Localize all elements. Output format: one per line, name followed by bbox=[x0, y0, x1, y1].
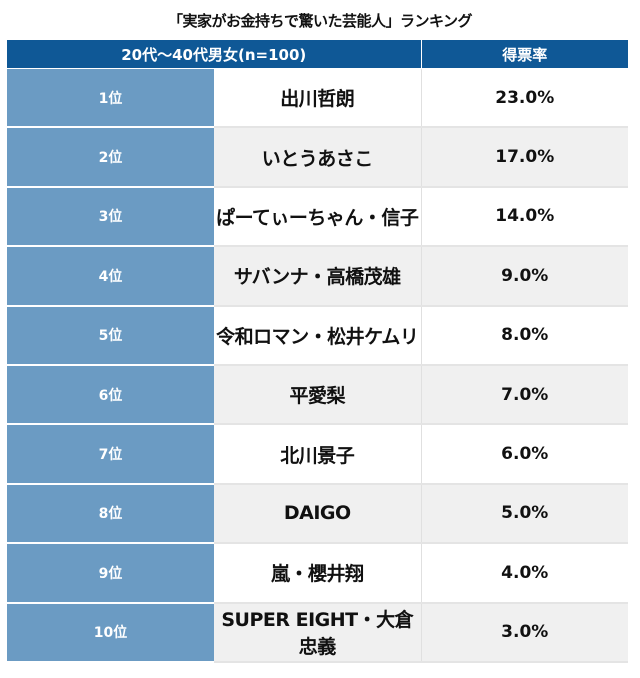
name-cell: DAIGO bbox=[214, 483, 421, 545]
name-cell: 平愛梨 bbox=[214, 364, 421, 426]
ranking-table: 20代～40代男女(n=100) 得票率 1位 出川哲朗 23.0% 2位 いとうあさこ… bbox=[7, 40, 628, 663]
name-cell: 令和ロマン・松井ケムリ bbox=[214, 305, 421, 366]
vote-rate-cell: 6.0% bbox=[420, 424, 628, 485]
table-header: 20代～40代男女(n=100) 得票率 bbox=[7, 40, 628, 69]
vote-rate-cell: 3.0% bbox=[420, 602, 628, 663]
vote-rate-cell: 5.0% bbox=[420, 483, 628, 545]
name-cell: 北川景子 bbox=[214, 424, 421, 485]
table-row: 2位 いとうあさこ 17.0% bbox=[7, 127, 628, 188]
name-cell: いとうあさこ bbox=[214, 127, 421, 188]
rank-cell: 8位 bbox=[7, 483, 214, 545]
table-row: 1位 出川哲朗 23.0% bbox=[7, 68, 628, 129]
table-row: 10位 SUPER EIGHT・大倉忠義 3.0% bbox=[7, 602, 628, 663]
vote-rate-cell: 7.0% bbox=[420, 364, 628, 426]
vote-rate-cell: 23.0% bbox=[420, 68, 628, 129]
rank-cell: 5位 bbox=[7, 305, 214, 366]
name-cell: 出川哲朗 bbox=[214, 68, 421, 129]
rank-cell: 9位 bbox=[7, 543, 214, 604]
rank-cell: 2位 bbox=[7, 127, 214, 188]
vote-rate-cell: 9.0% bbox=[420, 246, 628, 307]
table-row: 6位 平愛梨 7.0% bbox=[7, 364, 628, 426]
table-row: 5位 令和ロマン・松井ケムリ 8.0% bbox=[7, 305, 628, 366]
vote-rate-cell: 8.0% bbox=[420, 305, 628, 366]
table-row: 3位 ぱーてぃーちゃん・信子 14.0% bbox=[7, 186, 628, 248]
rank-cell: 7位 bbox=[7, 424, 214, 485]
name-cell: 嵐・櫻井翔 bbox=[214, 543, 421, 604]
rank-cell: 4位 bbox=[7, 246, 214, 307]
table-row: 9位 嵐・櫻井翔 4.0% bbox=[7, 543, 628, 604]
header-group: 20代～40代男女(n=100) bbox=[7, 40, 422, 69]
name-cell: SUPER EIGHT・大倉忠義 bbox=[214, 602, 421, 663]
header-vote-rate: 得票率 bbox=[420, 40, 628, 69]
name-cell: サバンナ・高橋茂雄 bbox=[214, 246, 421, 307]
rank-cell: 3位 bbox=[7, 186, 214, 248]
ranking-title: 「実家がお金持ちで驚いた芸能人」ランキング bbox=[167, 12, 473, 30]
rank-cell: 6位 bbox=[7, 364, 214, 426]
table-row: 8位 DAIGO 5.0% bbox=[7, 483, 628, 545]
rank-cell: 10位 bbox=[7, 602, 214, 663]
name-cell: ぱーてぃーちゃん・信子 bbox=[214, 186, 421, 248]
table-row: 4位 サバンナ・高橋茂雄 9.0% bbox=[7, 246, 628, 307]
vote-rate-cell: 17.0% bbox=[420, 127, 628, 188]
vote-rate-cell: 4.0% bbox=[420, 543, 628, 604]
rank-cell: 1位 bbox=[7, 68, 214, 129]
vote-rate-cell: 14.0% bbox=[420, 186, 628, 248]
table-row: 7位 北川景子 6.0% bbox=[7, 424, 628, 485]
